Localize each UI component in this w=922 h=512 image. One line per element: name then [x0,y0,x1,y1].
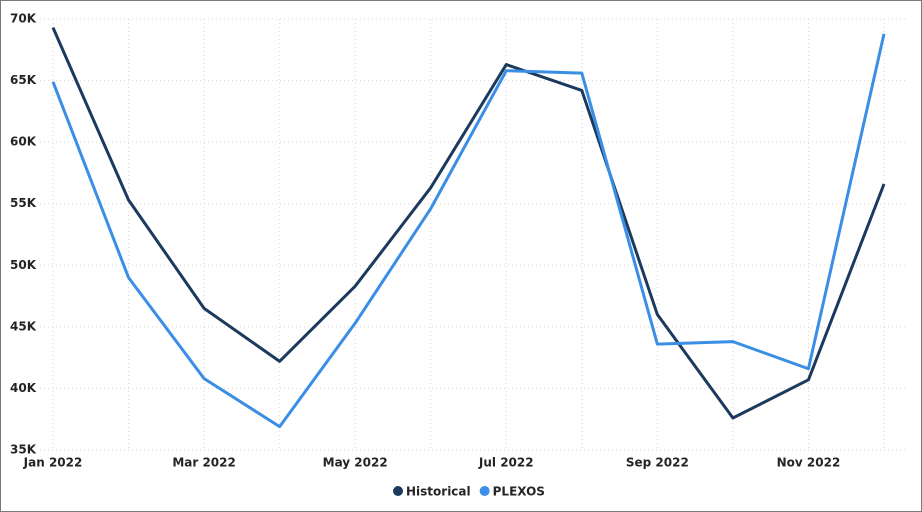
y-tick-label: 35K [10,443,37,457]
y-tick-label: 55K [10,196,37,210]
legend-label: Historical [406,485,471,499]
y-tick-label: 40K [10,381,37,395]
legend-marker [479,486,490,496]
y-tick-label: 70K [10,12,37,26]
series-line [51,33,886,429]
x-tick-label: Jul 2022 [478,456,534,470]
y-tick-label: 45K [10,319,37,333]
x-tick-label: Sep 2022 [626,456,689,470]
legend-marker [393,486,403,496]
x-tick-label: Nov 2022 [777,456,841,470]
legend-label: PLEXOS [493,485,545,499]
x-tick-label: May 2022 [323,456,388,470]
y-tick-label: 50K [10,258,37,272]
y-tick-label: 65K [10,73,37,87]
legend: Historical PLEXOS [393,485,545,499]
series-line [51,27,886,420]
x-tick-label: Mar 2022 [172,456,236,470]
y-tick-label: 60K [10,135,37,149]
x-tick-label: Jan 2022 [23,456,83,470]
